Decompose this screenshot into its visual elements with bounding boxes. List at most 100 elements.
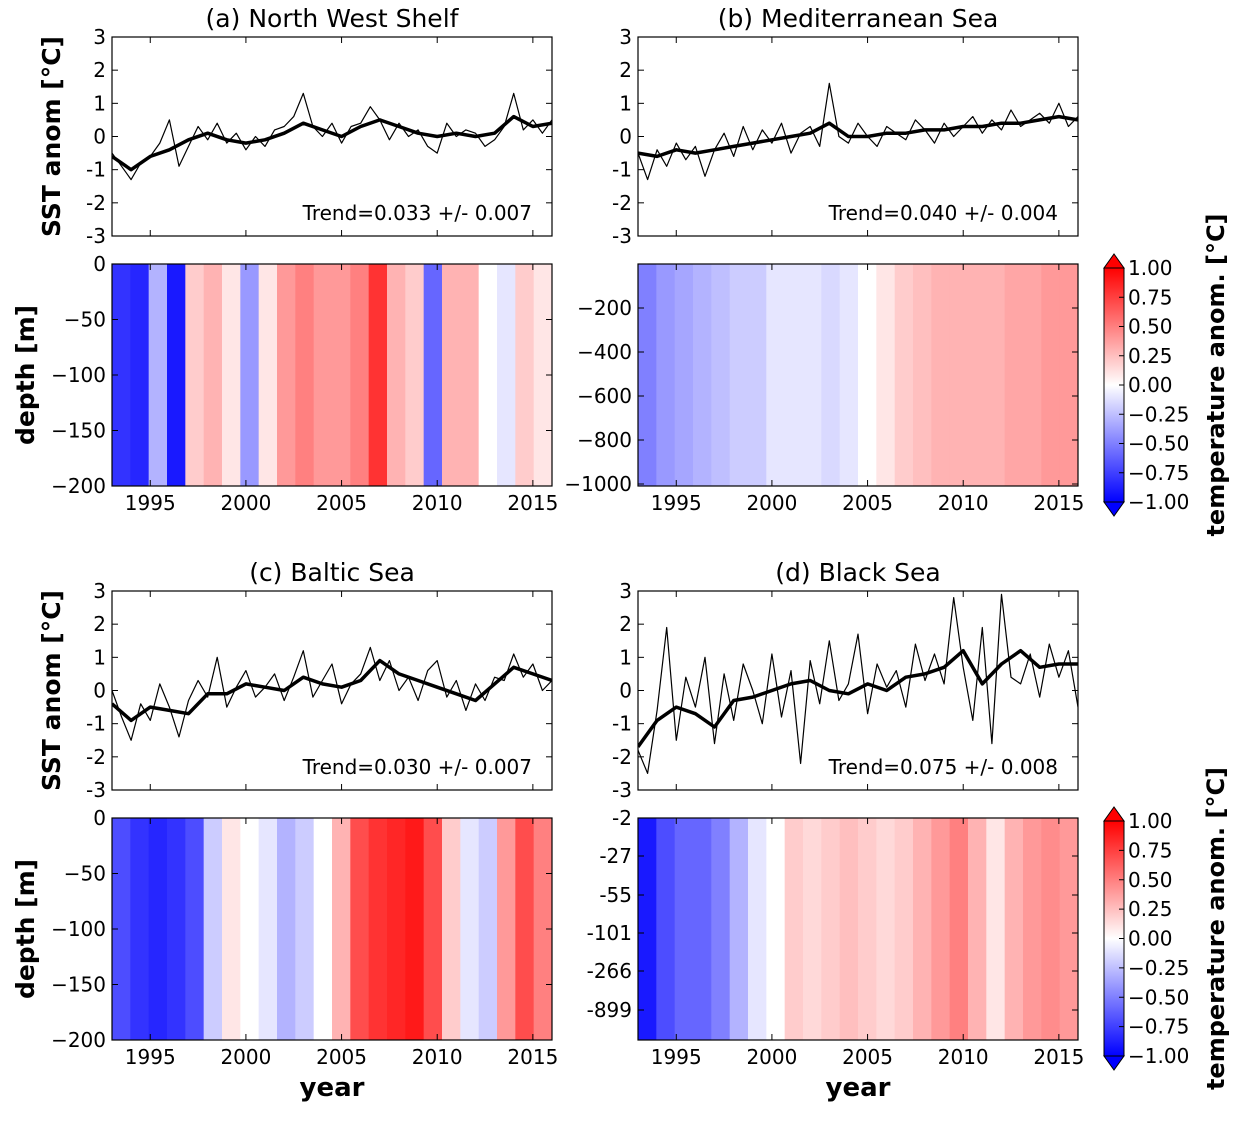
y-tick-label: -3: [86, 224, 106, 248]
y-tick-label: 2: [619, 612, 632, 636]
anomaly-cell: [674, 818, 694, 1040]
anomaly-cell: [913, 264, 932, 486]
y-tick-label: -55: [599, 883, 632, 907]
anomaly-cell: [986, 818, 1006, 1040]
panel-d: (d) Black Sea 3 2 1 0 -1 -2 -3 Trend=0.075 +/- 0…: [612, 558, 1079, 802]
anomaly-cell: [148, 264, 168, 486]
anomaly-cell: [203, 818, 223, 1040]
anomaly-cell: [258, 264, 278, 486]
anomaly-cell: [423, 264, 443, 486]
y-tick-label: 0: [93, 679, 106, 703]
y-tick-label: 1: [619, 91, 632, 115]
y-tick-label: −50: [64, 862, 106, 886]
colorbar-tick-label: 0.00: [1128, 373, 1173, 397]
colorbar-tick-label: −0.25: [1128, 956, 1189, 980]
anomaly-cell: [423, 818, 443, 1040]
y-tick-label: -1: [86, 712, 106, 736]
colorbar-tick-label: −0.50: [1128, 432, 1189, 456]
anomaly-cell: [1041, 818, 1061, 1040]
anomaly-cell: [986, 264, 1006, 486]
colorbar-label: temperature anom. [°C]: [1202, 767, 1230, 1090]
y-tick-label: 0: [93, 252, 106, 276]
y-tick-label: 0: [93, 806, 106, 830]
x-axis-label: year: [300, 1073, 365, 1103]
anomaly-cell: [368, 818, 388, 1040]
y-tick-label: 1: [93, 91, 106, 115]
anomaly-cell: [240, 264, 260, 486]
y-tick-label: -1: [612, 712, 632, 736]
y-tick-label: 0: [93, 125, 106, 149]
anomaly-cell: [821, 264, 841, 486]
anomaly-cell: [497, 264, 516, 486]
anomaly-cell: [350, 264, 370, 486]
y-tick-label: −1000: [564, 472, 632, 496]
x-tick-label: 2000: [746, 1045, 797, 1069]
smoothed-series-line: [638, 114, 1078, 159]
anomaly-cell: [784, 264, 804, 486]
panel-title: (b) Mediterranean Sea: [718, 4, 999, 33]
y-tick-label: 3: [619, 579, 632, 603]
colorbar-tick-label: 1.00: [1128, 809, 1173, 833]
anomaly-cell: [803, 818, 822, 1040]
anomaly-cell: [350, 818, 370, 1040]
y-tick-label: -2: [612, 806, 632, 830]
anomaly-cell: [949, 264, 969, 486]
y-tick-label: -27: [599, 844, 632, 868]
x-tick-label: 1995: [651, 491, 702, 515]
panel-title: (d) Black Sea: [775, 558, 940, 587]
y-tick-label: -3: [612, 224, 632, 248]
anomaly-cell: [711, 264, 731, 486]
y-tick-label: -2: [86, 745, 106, 769]
colorbar-tick-label: −0.75: [1128, 461, 1189, 485]
anomaly-cell: [240, 818, 260, 1040]
anomaly-cell: [968, 264, 987, 486]
anomaly-cell: [839, 264, 859, 486]
x-tick-label: 2000: [220, 1045, 271, 1069]
anomaly-cell: [515, 818, 535, 1040]
y-tick-label: 2: [93, 58, 106, 82]
colorbar-max-arrow: [1103, 253, 1125, 269]
x-tick-label: 2010: [412, 1045, 463, 1069]
anomaly-cell: [913, 818, 932, 1040]
x-tick-label: 2010: [412, 491, 463, 515]
colorbar-tick-label: 0.75: [1128, 285, 1173, 309]
anomaly-cell: [222, 264, 241, 486]
anomaly-cell: [1059, 818, 1078, 1040]
panel-a-depth: 0 −50 −100 −150 −200 1995 2000 2005 2010 2015 dept…: [11, 252, 558, 515]
anomaly-cell: [638, 264, 657, 486]
y-tick-label: 1: [619, 645, 632, 669]
colorbar-tick-label: 0.00: [1128, 927, 1173, 951]
anomaly-cell: [968, 818, 987, 1040]
x-tick-label: 2005: [842, 1045, 893, 1069]
colorbar-tick-label: −0.75: [1128, 1015, 1189, 1039]
y-tick-label: −200: [51, 1028, 106, 1052]
x-tick-label: 2005: [316, 491, 367, 515]
y-tick-label: -101: [587, 921, 632, 945]
anomaly-cell: [478, 264, 498, 486]
monthly-series-line: [638, 82, 1078, 181]
y-tick-label: −100: [51, 917, 106, 941]
y-tick-label: 0: [619, 125, 632, 149]
y-tick-label: 0: [619, 679, 632, 703]
anomaly-cell: [748, 818, 767, 1040]
y-axis-label: SST anom [°C]: [37, 36, 66, 237]
x-tick-label: 1995: [125, 1045, 176, 1069]
anomaly-cell: [858, 818, 877, 1040]
y-tick-label: −600: [577, 384, 632, 408]
anomaly-cell: [332, 264, 351, 486]
anomaly-cell: [1023, 818, 1042, 1040]
anomaly-cell: [258, 818, 278, 1040]
x-tick-label: 1995: [651, 1045, 702, 1069]
anomaly-cell: [277, 264, 296, 486]
anomaly-cell: [368, 264, 388, 486]
anomaly-cell: [876, 818, 896, 1040]
anomaly-cell: [460, 818, 480, 1040]
anomaly-cell: [295, 818, 315, 1040]
colorbar-max-arrow: [1103, 806, 1125, 822]
anomaly-cell: [766, 818, 786, 1040]
colorbar-tick-label: −1.00: [1128, 490, 1189, 514]
y-tick-label: −800: [577, 428, 632, 452]
y-tick-label: −200: [577, 296, 632, 320]
y-tick-label: −200: [51, 474, 106, 498]
colorbar-tick-label: 0.25: [1128, 344, 1173, 368]
